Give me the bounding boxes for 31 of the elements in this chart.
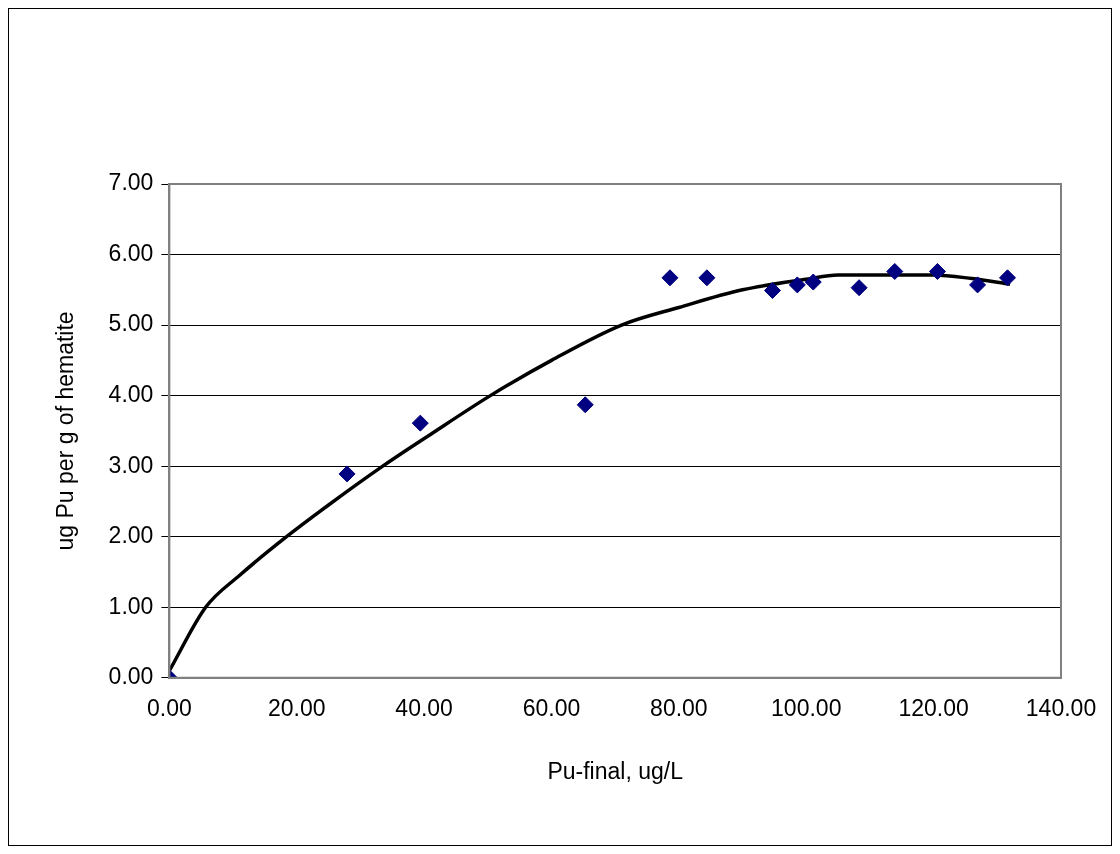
point	[969, 276, 987, 294]
y-tick-label: 7.00	[108, 169, 154, 196]
point	[411, 414, 429, 432]
point	[804, 273, 822, 291]
x-tick-label: 0.00	[146, 694, 192, 721]
x-tick-label: 100.00	[771, 694, 842, 721]
y-tick-label: 0.00	[108, 663, 154, 690]
x-tick-label: 40.00	[395, 694, 453, 721]
y-tick-label: 6.00	[108, 239, 154, 266]
y-tick-label: 5.00	[108, 310, 154, 337]
point	[698, 269, 716, 287]
point	[999, 269, 1016, 287]
point	[788, 276, 806, 294]
point	[886, 262, 904, 280]
point	[576, 396, 594, 414]
x-tick-label: 140.00	[1025, 694, 1097, 721]
x-tick-label: 80.00	[650, 694, 708, 721]
x-tick-label: 120.00	[898, 694, 969, 721]
y-tick-label: 1.00	[108, 592, 154, 619]
x-tick-label: 60.00	[522, 694, 581, 721]
y-tick-label: 2.00	[108, 522, 154, 549]
point	[928, 262, 946, 280]
x-tick-label: 20.00	[267, 694, 326, 721]
x-axis-title: Pu-final, ug/L	[547, 757, 684, 784]
point	[850, 279, 868, 297]
y-tick-label: 3.00	[108, 451, 154, 478]
point	[661, 269, 679, 287]
y-tick-label: 4.00	[108, 380, 154, 407]
point	[763, 282, 781, 300]
y-axis-title: ug Pu per g of hematite	[52, 311, 79, 551]
point	[338, 465, 356, 483]
